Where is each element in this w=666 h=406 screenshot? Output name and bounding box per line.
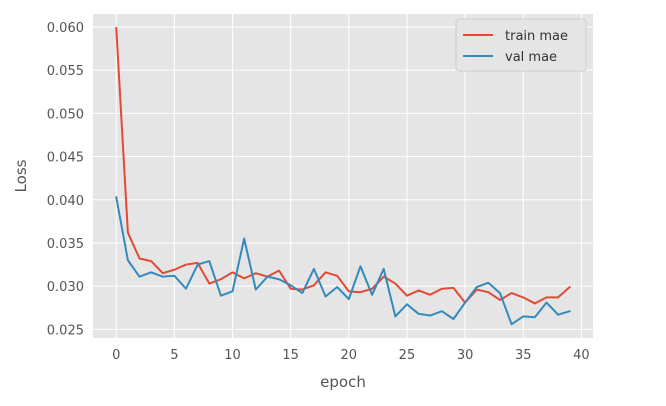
legend-label-train-mae: train mae	[505, 29, 568, 44]
x-tick-label: 25	[399, 348, 416, 363]
y-tick-label: 0.050	[47, 107, 84, 122]
y-tick-label: 0.055	[47, 64, 84, 79]
x-tick-label: 30	[457, 348, 474, 363]
series-line-train-mae	[115, 26, 571, 305]
x-tick-label: 20	[341, 348, 358, 363]
y-tick-label: 0.030	[47, 280, 84, 295]
x-axis-label: epoch	[320, 373, 366, 391]
x-tick-label: 5	[170, 348, 178, 363]
legend-box	[455, 18, 587, 72]
y-tick-label: 0.040	[47, 194, 84, 209]
series-lines	[115, 26, 571, 326]
y-tick-label: 0.035	[47, 237, 84, 252]
x-tick-label: 40	[573, 348, 590, 363]
y-tick-label: 0.025	[47, 323, 84, 338]
x-tick-label: 15	[282, 348, 299, 363]
x-tick-labels: 0 5 10 15 20 25 30 35 40	[112, 348, 590, 363]
y-tick-labels: 0.025 0.030 0.035 0.040 0.045 0.050 0.055 0.060	[47, 21, 84, 338]
y-axis-label: Loss	[12, 159, 30, 192]
series-line-val-mae	[115, 196, 571, 326]
x-tick-label: 10	[224, 348, 241, 363]
y-tick-label: 0.045	[47, 151, 84, 166]
legend-label-val-mae: val mae	[505, 50, 557, 65]
x-tick-label: 35	[515, 348, 532, 363]
legend: train mae val mae	[455, 18, 587, 72]
y-tick-label: 0.060	[47, 21, 84, 36]
x-tick-label: 0	[112, 348, 120, 363]
